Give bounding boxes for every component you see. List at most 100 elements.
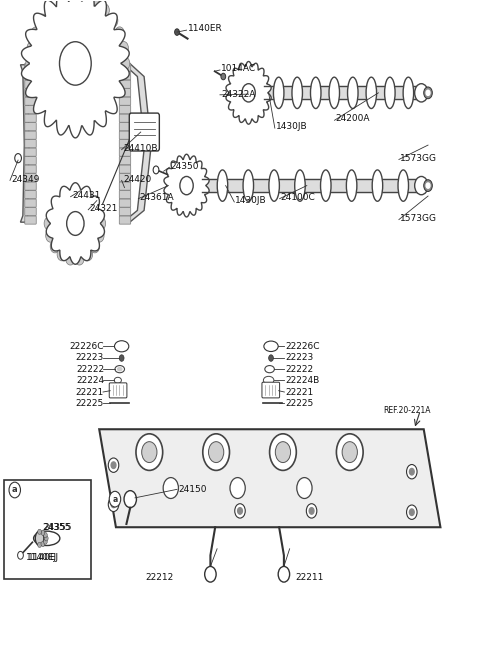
Circle shape (108, 497, 119, 512)
Circle shape (221, 73, 226, 80)
Ellipse shape (348, 77, 358, 108)
Circle shape (278, 566, 289, 582)
Text: 22223: 22223 (76, 353, 104, 362)
Text: 22221: 22221 (285, 388, 313, 396)
FancyBboxPatch shape (25, 72, 36, 80)
Circle shape (235, 504, 245, 518)
FancyBboxPatch shape (25, 199, 36, 207)
Text: 1140EJ: 1140EJ (28, 554, 59, 562)
Circle shape (56, 0, 66, 9)
FancyBboxPatch shape (119, 216, 131, 224)
Text: 1430JB: 1430JB (276, 122, 307, 131)
Ellipse shape (403, 77, 414, 108)
Text: 24431: 24431 (72, 191, 100, 200)
Ellipse shape (35, 531, 44, 546)
Circle shape (79, 0, 88, 6)
Text: 1573GG: 1573GG (400, 154, 437, 163)
FancyBboxPatch shape (119, 106, 131, 113)
Text: 22212: 22212 (145, 573, 173, 582)
Text: 24321: 24321 (90, 204, 118, 213)
Text: 1140EJ: 1140EJ (26, 554, 57, 562)
Circle shape (90, 0, 99, 9)
Circle shape (270, 434, 296, 470)
Circle shape (57, 248, 67, 261)
Circle shape (203, 434, 229, 470)
Ellipse shape (243, 170, 253, 201)
FancyBboxPatch shape (25, 157, 36, 165)
Circle shape (37, 529, 41, 535)
Ellipse shape (217, 170, 228, 201)
FancyBboxPatch shape (119, 190, 131, 199)
Circle shape (90, 240, 99, 253)
FancyBboxPatch shape (119, 97, 131, 105)
FancyBboxPatch shape (119, 72, 131, 80)
Polygon shape (21, 65, 29, 222)
Circle shape (415, 84, 428, 102)
Ellipse shape (264, 377, 274, 384)
FancyBboxPatch shape (25, 131, 36, 139)
FancyBboxPatch shape (119, 174, 131, 182)
Text: 22211: 22211 (295, 573, 323, 582)
Text: 22225: 22225 (285, 399, 313, 407)
FancyBboxPatch shape (109, 383, 127, 398)
Circle shape (242, 84, 255, 102)
Circle shape (44, 539, 47, 544)
Circle shape (9, 482, 21, 498)
Circle shape (238, 508, 242, 514)
Text: 22223: 22223 (285, 353, 313, 362)
Text: 22221: 22221 (76, 388, 104, 396)
Circle shape (230, 478, 245, 499)
Ellipse shape (372, 170, 383, 201)
Circle shape (426, 183, 430, 188)
Circle shape (41, 530, 45, 535)
Text: 24355: 24355 (43, 523, 72, 532)
Circle shape (67, 212, 84, 236)
Text: 22226C: 22226C (70, 342, 104, 351)
Text: 24355: 24355 (42, 523, 71, 532)
Text: a: a (112, 495, 118, 504)
Circle shape (60, 42, 91, 85)
Circle shape (44, 217, 54, 230)
Circle shape (46, 229, 55, 242)
Circle shape (83, 248, 93, 261)
Circle shape (119, 355, 124, 361)
Circle shape (44, 536, 48, 541)
Text: 22222: 22222 (76, 365, 104, 374)
Text: 24420: 24420 (123, 174, 151, 184)
Ellipse shape (292, 77, 302, 108)
FancyBboxPatch shape (262, 382, 280, 398)
Text: 24350: 24350 (171, 161, 199, 171)
Circle shape (15, 154, 22, 163)
FancyBboxPatch shape (25, 97, 36, 105)
Text: 22224: 22224 (76, 376, 104, 385)
Circle shape (424, 87, 432, 98)
FancyBboxPatch shape (119, 63, 131, 72)
Text: 24361A: 24361A (140, 193, 174, 202)
FancyBboxPatch shape (119, 182, 131, 190)
Circle shape (409, 509, 414, 516)
Polygon shape (123, 64, 151, 222)
Text: 24322A: 24322A (221, 91, 255, 99)
FancyBboxPatch shape (119, 157, 131, 165)
FancyBboxPatch shape (119, 80, 131, 89)
Polygon shape (226, 62, 271, 124)
Circle shape (208, 441, 224, 462)
Circle shape (50, 240, 60, 253)
Circle shape (37, 543, 41, 548)
Ellipse shape (398, 170, 408, 201)
Circle shape (95, 229, 104, 242)
Circle shape (115, 27, 124, 40)
Circle shape (180, 176, 193, 195)
Polygon shape (22, 0, 129, 138)
Circle shape (100, 4, 109, 17)
Ellipse shape (34, 531, 60, 546)
FancyBboxPatch shape (119, 207, 131, 216)
Circle shape (119, 41, 128, 54)
Circle shape (18, 552, 24, 560)
Text: 22222: 22222 (285, 365, 313, 374)
Ellipse shape (329, 77, 339, 108)
Text: 24100C: 24100C (281, 193, 315, 202)
Ellipse shape (264, 341, 278, 352)
Circle shape (204, 566, 216, 582)
FancyBboxPatch shape (25, 63, 36, 72)
